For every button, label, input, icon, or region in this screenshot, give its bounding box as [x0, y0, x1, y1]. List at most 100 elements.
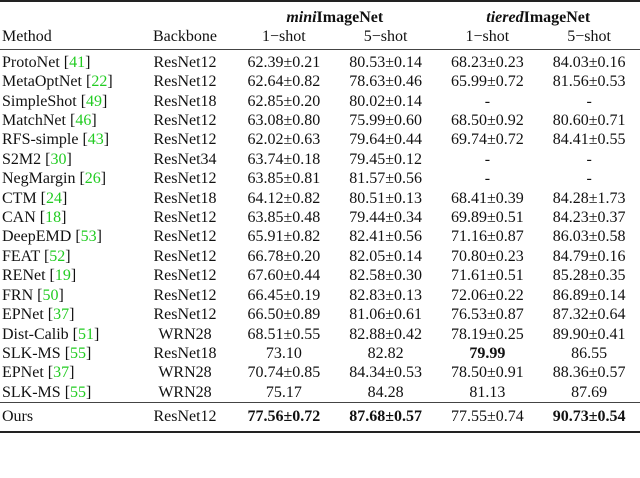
table-row: ProtoNet [41] ResNet12 62.39±0.21 80.53±0.1… — [0, 49, 640, 72]
tiered-1-shot-cell: 76.53±0.87 — [450, 306, 524, 324]
citation-link[interactable]: 22 — [91, 73, 108, 91]
mini-5-shot-cell: 81.06±0.61 — [349, 306, 423, 324]
tiered-1-shot-cell: - — [484, 150, 491, 168]
mini-1-shot-cell: 62.39±0.21 — [247, 53, 321, 71]
mini-5-shot-cell: 82.88±0.42 — [349, 325, 423, 343]
table-row: SimpleShot [49] ResNet18 62.85±0.20 80.02±0… — [0, 92, 640, 111]
tiered-5-shot-cell: 90.73±0.54 — [538, 402, 640, 433]
method-cell: RFS-simple [43] — [2, 131, 110, 149]
table-row: DeepEMD [53] ResNet12 65.91±0.82 82.41±0.56… — [0, 227, 640, 246]
mini-5-shot-cell: 82.82 — [367, 344, 404, 362]
citation-link[interactable]: 37 — [53, 364, 70, 382]
column-header-tiered-1shot: 1−shot — [436, 27, 539, 50]
table-row: SLK-MS [55] WRN28 75.17 84.28 81.13 87.69 — [0, 383, 640, 403]
tiered-1-shot-cell: 78.50±0.91 — [450, 364, 524, 382]
method-name: RENet — [2, 267, 46, 285]
method-name: SLK-MS — [2, 383, 61, 401]
citation-link[interactable]: 55 — [70, 383, 87, 401]
method-name: Ours — [2, 408, 34, 426]
method-name: SLK-MS — [2, 344, 61, 362]
citation-link[interactable]: 50 — [42, 286, 59, 304]
backbone-cell: WRN28 — [158, 364, 212, 382]
mini-5-shot-cell: 80.51±0.13 — [349, 189, 423, 207]
citation-link[interactable]: 49 — [86, 92, 103, 110]
backbone-cell: ResNet12 — [153, 247, 217, 265]
mini-5-shot-cell: 81.57±0.56 — [349, 170, 423, 188]
backbone-cell: ResNet12 — [153, 267, 217, 285]
method-cell: MetaOptNet [22] — [2, 73, 113, 91]
mini-5-shot-cell: 82.05±0.14 — [349, 247, 423, 265]
citation-link[interactable]: 37 — [53, 306, 70, 324]
method-cell: EPNet [37] — [2, 364, 75, 382]
tiered-1-shot-cell: 71.16±0.87 — [450, 228, 524, 246]
mini-5-shot-cell: 79.64±0.44 — [349, 131, 423, 149]
tiered-1-shot-cell: 69.89±0.51 — [450, 209, 524, 227]
tiered-5-shot-cell: 84.28±1.73 — [552, 189, 626, 207]
backbone-cell: ResNet12 — [153, 286, 217, 304]
citation-link[interactable]: 55 — [70, 344, 87, 362]
method-cell: SLK-MS [55] — [2, 344, 92, 362]
table-row: CTM [24] ResNet18 64.12±0.82 80.51±0.13 68.4… — [0, 189, 640, 208]
method-name: S2M2 — [2, 150, 42, 168]
table-row: RENet [19] ResNet12 67.60±0.44 82.58±0.30 71… — [0, 266, 640, 285]
tiered-1-shot-cell: 68.41±0.39 — [450, 189, 524, 207]
tiered-5-shot-cell: 84.23±0.37 — [552, 209, 626, 227]
column-header-method: Method — [0, 27, 137, 50]
backbone-cell: ResNet12 — [153, 228, 217, 246]
method-name: EPNet — [2, 306, 44, 324]
method-cell: MatchNet [46] — [2, 112, 97, 130]
method-name: FRN — [2, 286, 34, 304]
mini-1-shot-cell: 67.60±0.44 — [247, 267, 321, 285]
method-name: FEAT — [2, 247, 40, 265]
mini-1-shot-cell: 66.78±0.20 — [247, 247, 321, 265]
method-cell: SLK-MS [55] — [2, 383, 92, 401]
tiered-1-shot-cell: 68.50±0.92 — [450, 112, 524, 130]
tiered-1-shot-cell: 79.99 — [469, 344, 506, 362]
tiered-5-shot-cell: 89.90±0.41 — [552, 325, 626, 343]
backbone-cell: ResNet12 — [153, 170, 217, 188]
citation-link[interactable]: 43 — [87, 131, 104, 149]
backbone-cell: ResNet18 — [153, 92, 217, 110]
backbone-cell: ResNet12 — [137, 402, 233, 433]
mini-5-shot-cell: 80.02±0.14 — [349, 92, 423, 110]
citation-link[interactable]: 24 — [46, 189, 62, 207]
backbone-cell: ResNet12 — [153, 73, 217, 91]
citation-link[interactable]: 52 — [49, 247, 66, 265]
citation-link[interactable]: 26 — [84, 170, 101, 188]
backbone-cell: WRN28 — [158, 383, 212, 401]
citation-link[interactable]: 53 — [80, 228, 97, 246]
mini-5-shot-cell: 84.34±0.53 — [349, 364, 423, 382]
mini-1-shot-cell: 63.08±0.80 — [247, 112, 321, 130]
method-cell: S2M2 [30] — [2, 150, 72, 168]
tiered-1-shot-cell: 65.99±0.72 — [450, 73, 524, 91]
method-name: DeepEMD — [2, 228, 72, 246]
tiered-1-shot-cell: 77.55±0.74 — [436, 402, 539, 433]
backbone-cell: ResNet34 — [153, 150, 217, 168]
mini-5-shot-cell: 82.58±0.30 — [349, 267, 423, 285]
citation-link[interactable]: 41 — [69, 53, 86, 71]
backbone-cell: ResNet18 — [153, 344, 217, 362]
method-cell: ProtoNet [41] — [2, 53, 91, 71]
mini-1-shot-cell: 68.51±0.55 — [247, 325, 321, 343]
citation-link[interactable]: 51 — [78, 325, 94, 343]
table-row: SLK-MS [55] ResNet18 73.10 82.82 79.99 86.55 — [0, 344, 640, 363]
mini-5-shot-cell: 78.63±0.46 — [349, 73, 423, 91]
citation-link[interactable]: 46 — [75, 112, 92, 130]
backbone-cell: ResNet12 — [153, 209, 217, 227]
method-cell: RENet [19] — [2, 267, 77, 285]
citation-link[interactable]: 18 — [45, 209, 62, 227]
table-row: CAN [18] ResNet12 63.85±0.48 79.44±0.34 69.8… — [0, 208, 640, 227]
mini-5-shot-cell: 84.28 — [367, 383, 404, 401]
tiered-5-shot-cell: 86.55 — [571, 344, 608, 362]
method-name: ProtoNet — [2, 53, 60, 71]
mini-1-shot-cell: 62.85±0.20 — [247, 92, 321, 110]
header-row-columns: Method Backbone 1−shot 5−shot 1−shot 5−s… — [0, 27, 640, 50]
citation-link[interactable]: 19 — [54, 267, 71, 285]
method-name: CAN — [2, 209, 36, 227]
table-row: MatchNet [46] ResNet12 63.08±0.80 75.99±0.6… — [0, 111, 640, 130]
tiered-1-shot-cell: 71.61±0.51 — [450, 267, 524, 285]
mini-1-shot-cell: 70.74±0.85 — [247, 364, 321, 382]
citation-link[interactable]: 30 — [50, 150, 67, 168]
backbone-cell: ResNet12 — [153, 131, 217, 149]
mini-5-shot-cell: 82.41±0.56 — [349, 228, 423, 246]
